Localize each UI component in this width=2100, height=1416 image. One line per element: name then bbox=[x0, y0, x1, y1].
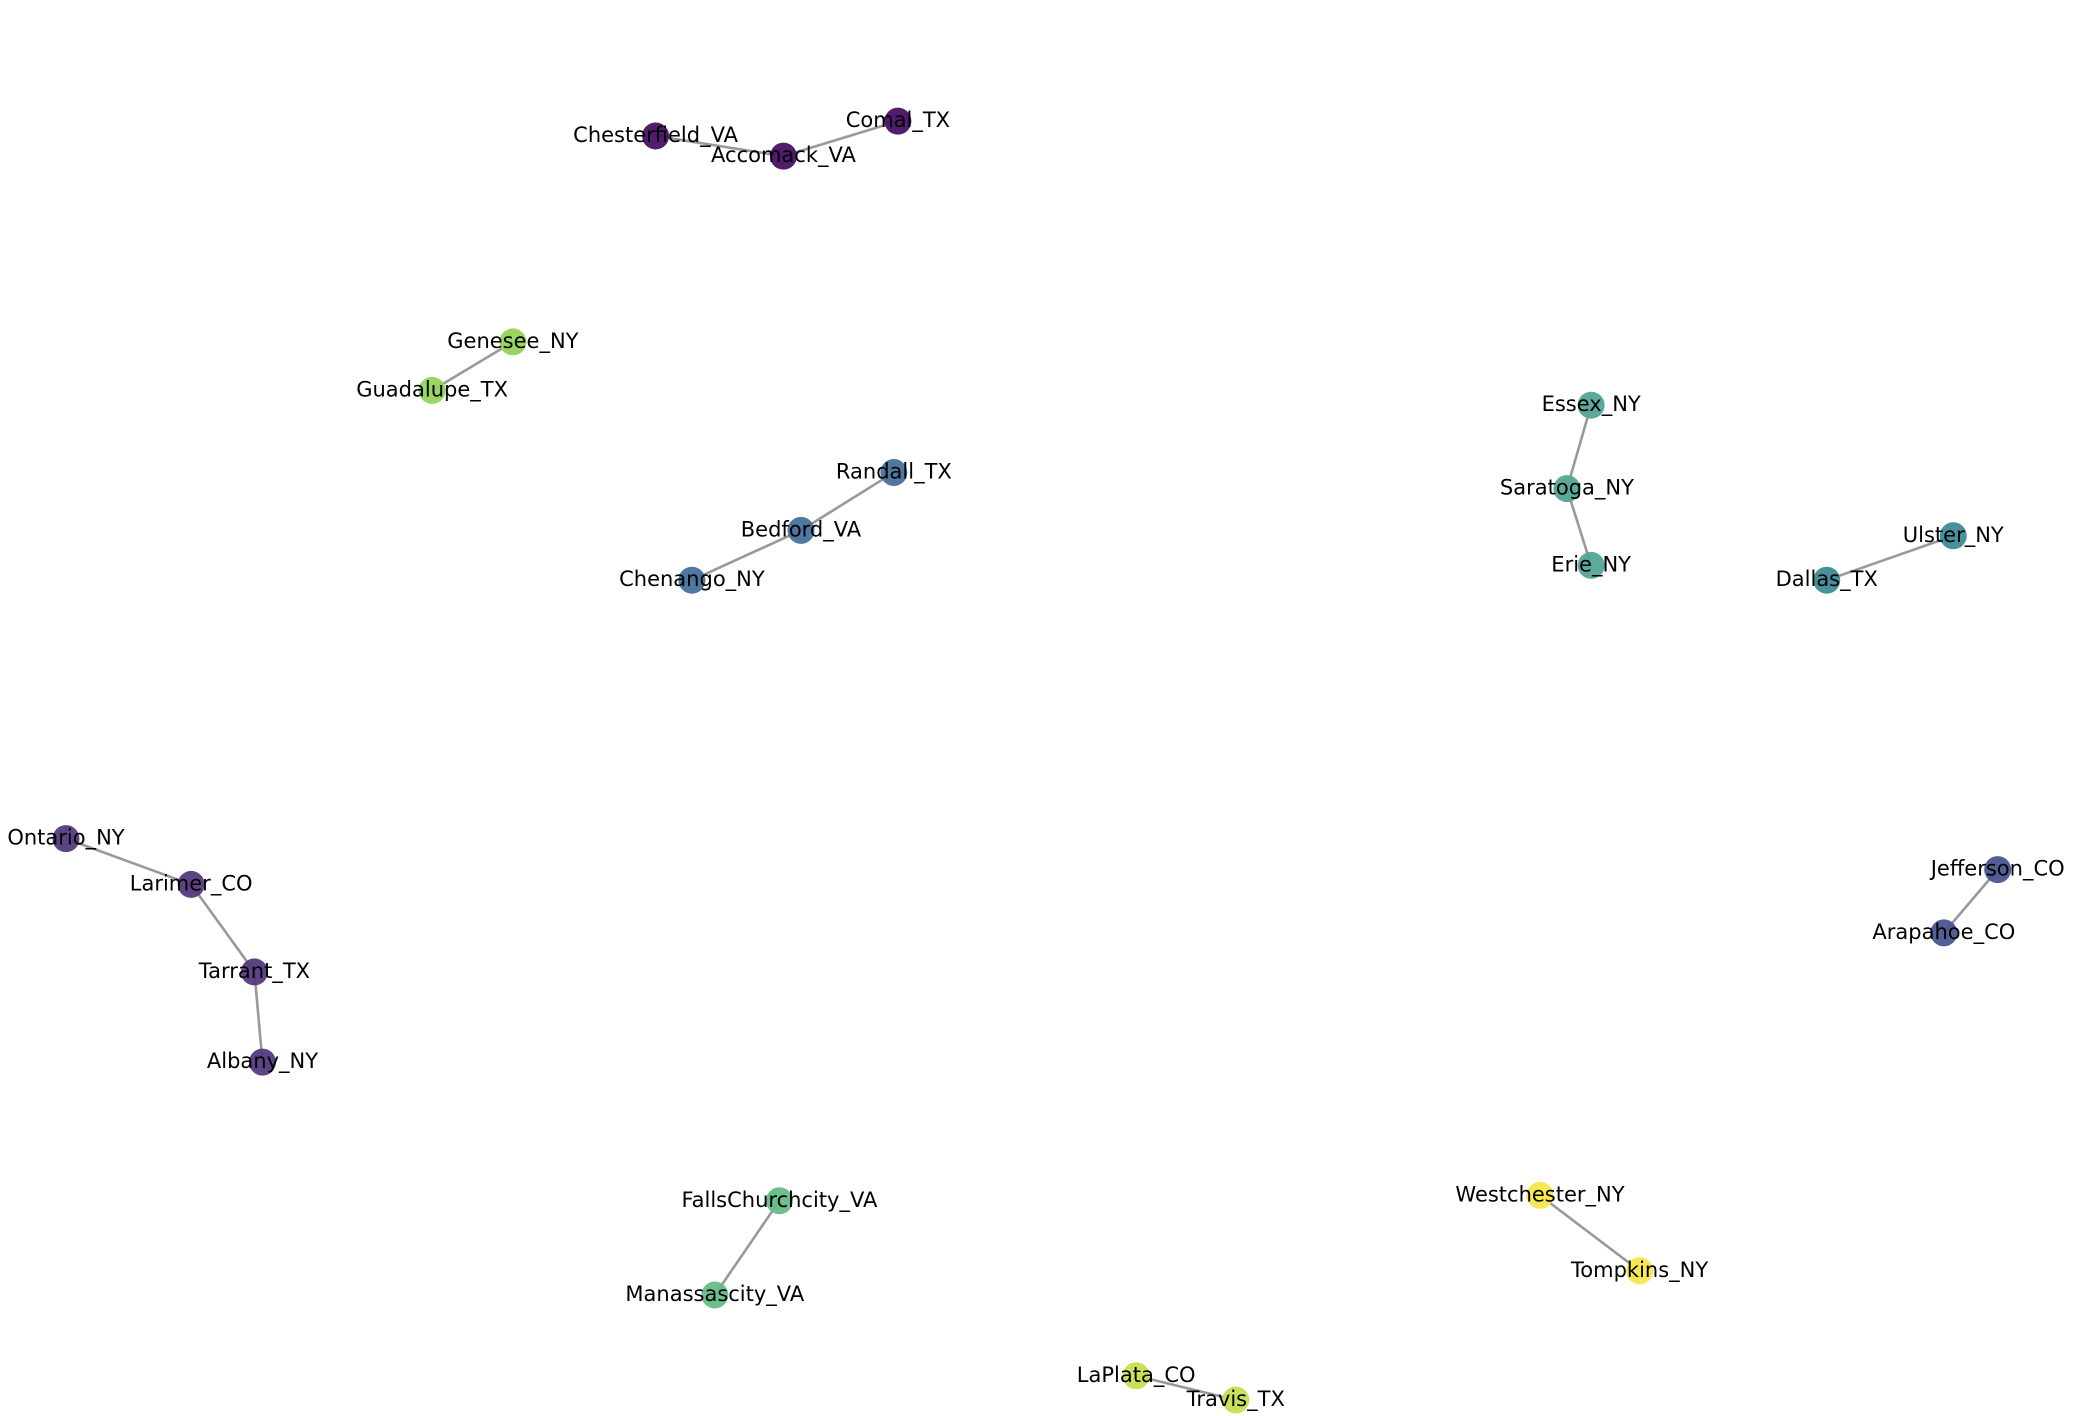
edge bbox=[1539, 1194, 1641, 1272]
node bbox=[249, 1048, 276, 1076]
edge bbox=[1135, 1374, 1237, 1402]
node bbox=[177, 870, 205, 898]
edge bbox=[65, 837, 192, 886]
edge bbox=[253, 971, 264, 1063]
node bbox=[884, 107, 912, 135]
edge bbox=[431, 340, 514, 392]
edge bbox=[655, 134, 784, 158]
edge bbox=[1826, 534, 1954, 582]
node-label: Chesterfield_VA bbox=[573, 123, 738, 148]
node bbox=[1553, 475, 1581, 503]
node bbox=[880, 459, 908, 486]
node bbox=[1222, 1386, 1250, 1414]
node-label: Ontario_NY bbox=[7, 826, 124, 851]
node-label: Essex_NY bbox=[1542, 392, 1641, 417]
node bbox=[418, 376, 446, 404]
node-label: Tarrant_TX bbox=[198, 959, 310, 984]
node bbox=[787, 516, 815, 544]
node-label: Albany_NY bbox=[207, 1049, 318, 1074]
node-label: Jefferson_CO bbox=[1929, 857, 2065, 882]
node-label: Guadalupe_TX bbox=[356, 377, 508, 402]
node-label: Tompkins_NY bbox=[1570, 1258, 1708, 1283]
node bbox=[765, 1187, 793, 1215]
edge bbox=[1942, 868, 1999, 934]
edge bbox=[783, 119, 899, 158]
node bbox=[1526, 1181, 1554, 1209]
node-label: Genesee_NY bbox=[447, 329, 578, 354]
node bbox=[1813, 566, 1841, 594]
node-label: Erie_NY bbox=[1551, 552, 1631, 577]
node bbox=[1577, 551, 1605, 579]
node-label: Randall_TX bbox=[836, 460, 952, 485]
node-label: Travis_TX bbox=[1186, 1387, 1285, 1412]
node-label: Comal_TX bbox=[846, 108, 950, 133]
node bbox=[769, 142, 797, 170]
node bbox=[701, 1281, 729, 1309]
edge bbox=[800, 471, 895, 532]
node-label: FallsChurchcity_VA bbox=[681, 1188, 878, 1213]
node bbox=[1939, 522, 1967, 550]
node bbox=[1626, 1257, 1654, 1285]
node bbox=[1122, 1362, 1150, 1390]
node-label: Saratoga_NY bbox=[1500, 476, 1634, 501]
node bbox=[1577, 391, 1605, 419]
node-label: Bedford_VA bbox=[741, 517, 862, 542]
edges bbox=[65, 119, 1999, 1402]
node bbox=[1930, 919, 1958, 947]
edge bbox=[691, 529, 802, 582]
node bbox=[240, 958, 268, 986]
node bbox=[499, 328, 527, 356]
node-label: Dallas_TX bbox=[1776, 567, 1878, 592]
node-label: LaPlata_CO bbox=[1077, 1363, 1196, 1388]
nodes bbox=[52, 107, 2012, 1414]
node bbox=[642, 122, 670, 150]
edge bbox=[1565, 404, 1593, 490]
edge bbox=[713, 1200, 781, 1296]
edge bbox=[190, 883, 256, 973]
node bbox=[52, 825, 80, 853]
node-label: Manassascity_VA bbox=[625, 1282, 804, 1307]
node-label: Chenango_NY bbox=[619, 567, 765, 592]
node bbox=[678, 566, 706, 594]
node-label: Westchester_NY bbox=[1455, 1182, 1624, 1207]
node bbox=[1984, 856, 2012, 884]
node-label: Accomack_VA bbox=[711, 143, 856, 168]
node-label: Arapahoe_CO bbox=[1872, 920, 2015, 945]
node-label: Larimer_CO bbox=[130, 871, 253, 896]
node-label: Ulster_NY bbox=[1903, 523, 2004, 548]
